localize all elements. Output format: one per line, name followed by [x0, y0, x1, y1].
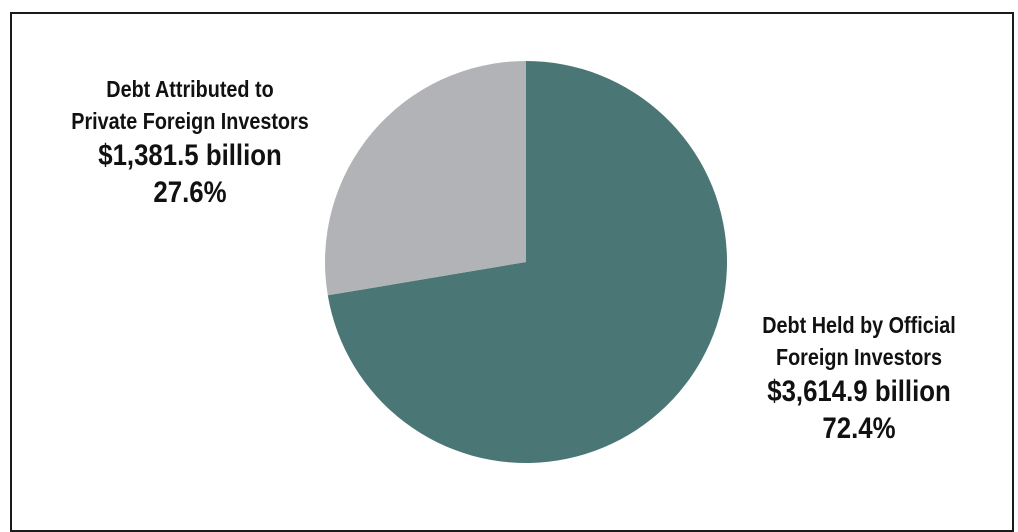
pie-chart	[324, 61, 727, 463]
private-investors-slice	[324, 61, 526, 296]
private-percent-label: 27.6%	[153, 176, 227, 209]
private-label-line-1: Debt Attributed to	[106, 76, 274, 102]
private-investors-label: Debt Attributed to Private Foreign Inves…	[61, 73, 319, 211]
private-value-label: $1,381.5 billion	[98, 139, 282, 172]
official-label-line-1: Debt Held by Official	[762, 312, 956, 338]
private-label-line-2: Private Foreign Investors	[71, 108, 309, 134]
official-value-label: $3,614.9 billion	[767, 375, 951, 408]
official-investors-slice	[327, 61, 727, 463]
official-percent-label: 72.4%	[822, 412, 896, 445]
official-label-line-2: Foreign Investors	[776, 344, 942, 370]
official-investors-label: Debt Held by Official Foreign Investors …	[734, 309, 983, 447]
